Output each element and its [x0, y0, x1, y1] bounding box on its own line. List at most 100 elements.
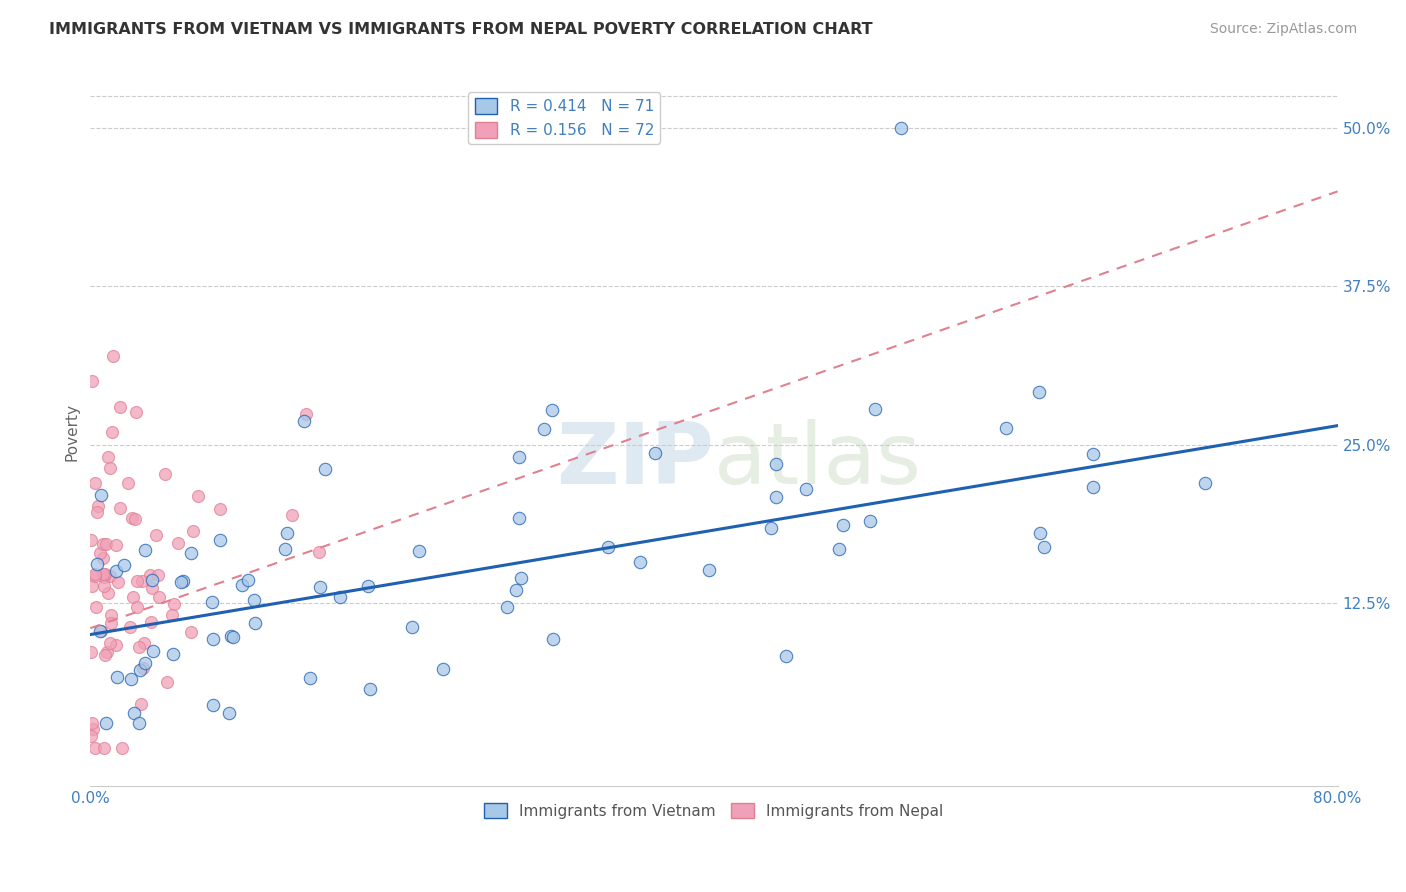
Point	[357, 579, 380, 593]
Point	[163, 597, 186, 611]
Point	[541, 632, 564, 647]
Point	[329, 591, 352, 605]
Point	[94, 716, 117, 731]
Point	[129, 697, 152, 711]
Y-axis label: Poverty: Poverty	[65, 403, 79, 461]
Point	[759, 521, 782, 535]
Point	[508, 450, 530, 465]
Point	[141, 574, 163, 588]
Point	[308, 545, 330, 559]
Point	[1028, 526, 1050, 541]
Point	[156, 674, 179, 689]
Point	[91, 537, 114, 551]
Point	[82, 723, 104, 737]
Point	[90, 624, 112, 639]
Point	[1081, 447, 1104, 461]
Point	[80, 533, 103, 547]
Point	[1028, 385, 1050, 400]
Point	[128, 716, 150, 731]
Point	[505, 582, 527, 597]
Point	[80, 578, 103, 592]
Point	[94, 567, 117, 582]
Point	[110, 741, 132, 756]
Point	[201, 698, 224, 712]
Point	[80, 374, 103, 388]
Point	[117, 475, 139, 490]
Point	[221, 629, 243, 643]
Point	[281, 508, 304, 523]
Point	[91, 567, 114, 582]
Point	[201, 595, 224, 609]
Point	[242, 593, 264, 607]
Point	[97, 450, 120, 465]
Point	[180, 624, 202, 639]
Point	[209, 533, 232, 548]
Point	[127, 600, 149, 615]
Point	[221, 630, 243, 644]
Point	[644, 446, 666, 460]
Point	[86, 505, 108, 519]
Point	[120, 620, 142, 634]
Point	[276, 525, 298, 540]
Point	[129, 663, 152, 677]
Point	[509, 571, 531, 585]
Point	[890, 121, 912, 136]
Point	[80, 716, 103, 731]
Point	[1081, 480, 1104, 494]
Point	[160, 608, 183, 623]
Point	[299, 672, 322, 686]
Point	[93, 741, 115, 756]
Point	[765, 490, 787, 504]
Point	[236, 574, 259, 588]
Point	[80, 645, 103, 659]
Point	[120, 672, 142, 686]
Point	[432, 662, 454, 676]
Point	[292, 414, 315, 428]
Point	[98, 636, 121, 650]
Point	[105, 670, 128, 684]
Point	[775, 649, 797, 664]
Point	[540, 403, 562, 417]
Text: ZIP: ZIP	[557, 419, 714, 502]
Point	[131, 574, 153, 588]
Point	[93, 570, 115, 584]
Point	[245, 616, 267, 631]
Point	[107, 575, 129, 590]
Point	[1194, 475, 1216, 490]
Point	[112, 558, 135, 573]
Point	[134, 657, 156, 671]
Point	[83, 567, 105, 582]
Point	[124, 512, 146, 526]
Point	[863, 401, 886, 416]
Point	[153, 467, 176, 481]
Point	[794, 482, 817, 496]
Point	[90, 487, 112, 501]
Point	[401, 620, 423, 634]
Point	[274, 541, 297, 556]
Point	[295, 407, 318, 421]
Point	[496, 600, 519, 615]
Point	[132, 661, 155, 675]
Point	[139, 568, 162, 582]
Point	[122, 590, 145, 604]
Point	[105, 564, 128, 578]
Point	[96, 645, 118, 659]
Point	[167, 536, 190, 550]
Point	[134, 542, 156, 557]
Point	[104, 538, 127, 552]
Point	[125, 405, 148, 419]
Point	[93, 579, 115, 593]
Point	[83, 475, 105, 490]
Point	[180, 546, 202, 560]
Point	[231, 578, 253, 592]
Point	[94, 648, 117, 662]
Point	[122, 706, 145, 721]
Point	[84, 600, 107, 615]
Point	[162, 647, 184, 661]
Point	[84, 569, 107, 583]
Point	[187, 489, 209, 503]
Point	[125, 574, 148, 588]
Point	[181, 524, 204, 538]
Point	[1032, 540, 1054, 554]
Text: Source: ZipAtlas.com: Source: ZipAtlas.com	[1209, 22, 1357, 37]
